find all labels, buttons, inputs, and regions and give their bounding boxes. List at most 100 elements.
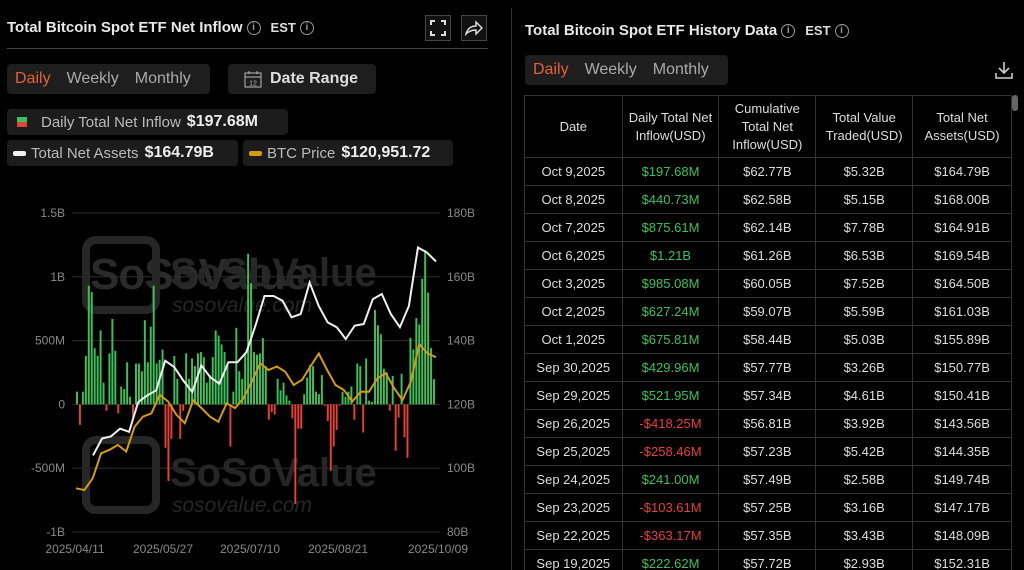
left-axis-tick: 1B (50, 270, 65, 284)
inflow-bar (182, 404, 185, 411)
inflow-bar (123, 389, 126, 405)
inflow-bar (126, 362, 129, 405)
inflow-bar (164, 404, 167, 448)
inflow-bar (359, 366, 362, 405)
table-row: Oct 1,2025 $675.81M $58.44B $5.03B $155.89B (524, 325, 1012, 354)
value-traded-cell: $3.16B (815, 493, 914, 522)
table-row: Sep 26,2025 -$418.25M $56.81B $3.92B $143.56… (524, 409, 1012, 438)
date-cell: Oct 8,2025 (524, 185, 623, 214)
watermark-logo-icon (82, 236, 160, 314)
inflow-bar (347, 391, 350, 405)
net-assets-cell: $164.91B (912, 213, 1012, 242)
inflow-bar (105, 404, 108, 411)
watermark-text: SoSoValue (170, 251, 377, 295)
column-header-date[interactable]: Date (524, 95, 623, 158)
inflow-bar (424, 250, 427, 405)
legend-inflow[interactable]: Daily Total Net Inflow $197.68M (7, 109, 288, 135)
date-cell: Sep 26,2025 (524, 409, 623, 438)
inflow-bar (99, 330, 102, 405)
tab-daily[interactable]: Daily (533, 61, 569, 78)
cumulative-inflow-cell: $57.23B (718, 437, 817, 466)
inflow-bar (214, 330, 217, 405)
inflow-bar (344, 396, 347, 405)
inflow-bar (303, 394, 306, 405)
download-icon[interactable] (994, 60, 1014, 80)
date-cell: Sep 24,2025 (524, 465, 623, 494)
tab-daily[interactable]: Daily (15, 70, 51, 87)
column-header-net-assets[interactable]: Total Net Assets(USD) (912, 95, 1012, 158)
table-row: Sep 23,2025 -$103.61M $57.25B $3.16B $147.17… (524, 493, 1012, 522)
inflow-legend-icon (17, 117, 27, 127)
inflow-legend-value: $197.68M (186, 113, 258, 130)
assets-legend-label: Total Net Assets (31, 144, 139, 162)
legend-btc[interactable]: BTC Price $120,951.72 (243, 140, 453, 166)
table-scrollbar[interactable] (1012, 95, 1018, 111)
cumulative-inflow-cell: $57.49B (718, 465, 817, 494)
net-assets-cell: $164.50B (912, 269, 1012, 298)
inflow-bar (267, 404, 270, 420)
inflow-chart[interactable]: 1.5B 180B 1B 160B 500M 140B 0 120B -500M 100B -1B 8… (0, 200, 505, 570)
legend-assets[interactable]: Total Net Assets $164.79B (7, 140, 238, 166)
date-cell: Oct 6,2025 (524, 241, 623, 270)
share-button[interactable] (461, 15, 487, 41)
timezone-info-icon[interactable]: i (834, 24, 849, 39)
tab-monthly[interactable]: Monthly (134, 70, 191, 87)
table-row: Sep 19,2025 $222.62M $57.72B $2.93B $152.31B (524, 549, 1012, 570)
timezone-label: EST (270, 20, 296, 35)
cumulative-inflow-cell: $59.07B (718, 297, 817, 326)
inflow-bar (120, 386, 123, 405)
inflow-bar (338, 404, 341, 406)
fullscreen-icon (430, 20, 446, 36)
left-axis-tick: -500M (31, 461, 65, 475)
date-cell: Oct 9,2025 (524, 157, 623, 186)
tab-weekly[interactable]: Weekly (584, 61, 637, 78)
inflow-bar (353, 404, 356, 420)
inflow-bar (117, 404, 120, 414)
table-row: Sep 30,2025 $429.96M $57.77B $3.26B $150.77B (524, 353, 1012, 382)
net-assets-cell: $150.41B (912, 381, 1012, 410)
inflow-bar (114, 350, 117, 405)
left-axis-tick: 1.5B (40, 206, 65, 220)
table-row: Oct 2,2025 $627.24M $59.07B $5.59B $161.03B (524, 297, 1012, 326)
tab-monthly[interactable]: Monthly (652, 61, 709, 78)
inflow-bar (87, 285, 90, 405)
date-cell: Oct 7,2025 (524, 213, 623, 242)
fullscreen-button[interactable] (425, 15, 451, 41)
daily-inflow-cell: -$103.61M (621, 493, 720, 522)
inflow-bar (297, 404, 300, 429)
left-axis-tick: 500M (35, 334, 65, 348)
inflow-bar (270, 404, 273, 413)
inflow-bar (223, 352, 226, 405)
watermark-logo-icon (82, 436, 160, 514)
assets-legend-value: $164.79B (144, 144, 214, 161)
date-cell: Sep 23,2025 (524, 493, 623, 522)
inflow-bar (143, 320, 146, 405)
inflow-bar (317, 394, 320, 405)
inflow-bar (323, 404, 326, 406)
net-assets-cell: $169.54B (912, 241, 1012, 270)
right-axis-tick: 80B (447, 525, 468, 539)
date-range-button[interactable]: 12 Date Range (228, 64, 376, 94)
timezone-info-icon[interactable]: i (299, 21, 314, 36)
history-table-container: Date Daily Total Net Inflow(USD) Cumulat… (524, 95, 1012, 570)
inflow-bar (140, 371, 143, 405)
table-row: Oct 9,2025 $197.68M $62.77B $5.32B $164.79B (524, 157, 1012, 186)
tab-weekly[interactable]: Weekly (66, 70, 119, 87)
cumulative-inflow-cell: $58.44B (718, 325, 817, 354)
inflow-bar (196, 353, 199, 405)
inflow-bar (326, 404, 329, 421)
column-header-value-traded[interactable]: Total Value Traded(USD) (815, 95, 914, 158)
column-header-daily-inflow[interactable]: Daily Total Net Inflow(USD) (621, 95, 720, 158)
inflow-bar (81, 391, 84, 405)
inflow-bar (332, 404, 335, 447)
column-header-cumulative-inflow[interactable]: Cumulative Total Net Inflow(USD) (718, 95, 817, 158)
table-row: Sep 22,2025 -$363.17M $57.35B $3.43B $148.09… (524, 521, 1012, 550)
info-icon[interactable]: i (246, 21, 261, 36)
inflow-bar (273, 404, 276, 415)
inflow-bar (108, 353, 111, 405)
inflow-bar (90, 292, 93, 405)
inflow-bar (93, 348, 96, 405)
table-row: Oct 6,2025 $1.21B $61.26B $6.53B $169.54B (524, 241, 1012, 270)
right-axis-tick: 100B (447, 461, 475, 475)
info-icon[interactable]: i (781, 24, 796, 39)
